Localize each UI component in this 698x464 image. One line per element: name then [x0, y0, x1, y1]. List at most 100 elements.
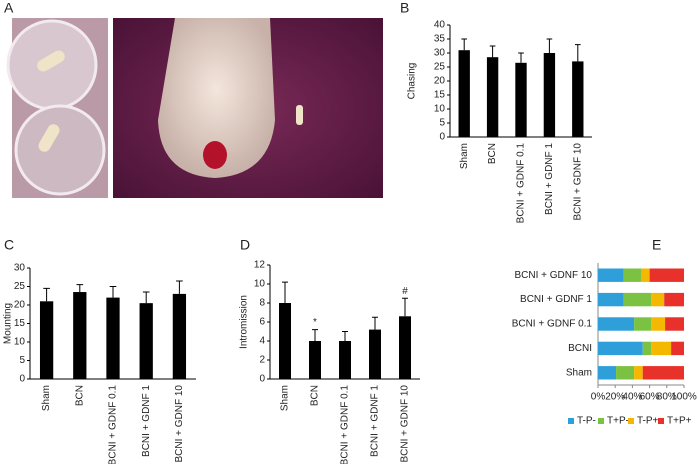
x-tick-label: BCNI + GDNF 0.1 — [340, 385, 351, 464]
bar-segment — [634, 317, 652, 331]
x-tick-label: 0% — [591, 392, 606, 403]
bar — [106, 297, 120, 379]
legend-swatch — [568, 418, 574, 424]
bar-segment — [616, 366, 635, 380]
x-tick-label: Sham — [280, 385, 291, 411]
x-tick-label: BCNI + GDNF 0.1 — [108, 385, 119, 464]
y-axis-title: Intromission — [239, 295, 250, 349]
bar-segment — [671, 341, 684, 356]
y-tick-label: BCNI + GDNF 1 — [520, 294, 592, 305]
panel-label: B — [400, 0, 409, 16]
bar-segment — [598, 341, 643, 356]
x-tick-label: BCNI + GDNF 0.1 — [516, 143, 527, 224]
bar — [486, 57, 499, 138]
error-bar — [372, 316, 378, 330]
error-bar — [176, 280, 183, 294]
error-bar — [43, 287, 50, 302]
bar-segment — [598, 268, 624, 282]
y-tick-label: 4 — [259, 336, 265, 347]
y-tick-label: 12 — [254, 260, 266, 271]
y-tick-label: 10 — [434, 104, 446, 115]
y-tick-label: 5 — [19, 355, 25, 366]
y-tick-label: 15 — [434, 90, 446, 101]
bar-segment — [634, 366, 643, 380]
y-tick-label: 20 — [14, 300, 26, 311]
bar — [279, 303, 291, 379]
bar-segment — [664, 292, 684, 307]
photo-rat — [113, 18, 383, 198]
x-tick-label: BCNI + GDNF 1 — [141, 385, 152, 457]
x-tick-label: BCNI + GDNF 10 — [174, 385, 185, 463]
panel-label: A — [4, 0, 14, 16]
y-tick-label: 40 — [434, 20, 446, 31]
x-tick-label: BCNI + GDNF 1 — [544, 143, 555, 215]
error-bar — [461, 38, 468, 51]
error-bar — [574, 44, 581, 62]
x-tick-label: BCN — [487, 143, 498, 164]
bar — [139, 303, 153, 379]
bar — [73, 292, 87, 379]
x-tick-label: BCNI + GDNF 1 — [370, 385, 381, 457]
y-tick-label: 25 — [434, 62, 446, 73]
bar-segment — [642, 341, 652, 356]
legend-label: T+P+ — [667, 416, 692, 427]
y-tick-label: 15 — [14, 318, 26, 329]
error-bar — [546, 38, 553, 53]
bar-segment — [651, 317, 666, 331]
bar-segment — [623, 292, 652, 307]
legend-swatch — [628, 418, 634, 424]
error-bar — [342, 331, 348, 341]
y-tick-label: 25 — [14, 281, 26, 292]
bar-segment — [598, 366, 617, 380]
bar — [399, 316, 411, 379]
bar-segment — [641, 268, 650, 282]
y-axis-title: Chasing — [407, 63, 418, 100]
error-bar — [109, 286, 117, 298]
y-tick-label: BCNI + GDNF 0.1 — [512, 319, 593, 330]
y-tick-label: 0 — [439, 132, 445, 143]
error-bar — [489, 45, 496, 58]
y-tick-label: 20 — [434, 76, 446, 87]
legend-label: T-P- — [577, 416, 596, 427]
bar-segment — [642, 366, 684, 380]
x-tick-label: Sham — [41, 385, 52, 411]
y-tick-label: 0 — [259, 374, 265, 385]
bar — [39, 301, 54, 379]
y-tick-label: 8 — [259, 298, 265, 309]
error-bar — [312, 329, 318, 341]
error-bar — [518, 52, 524, 63]
photo-dishes — [6, 18, 108, 198]
y-tick-label: 6 — [259, 317, 265, 328]
y-tick-label: 10 — [254, 279, 266, 290]
y-tick-label: BCNI — [568, 343, 592, 354]
legend-swatch — [598, 418, 604, 424]
error-bar — [76, 284, 84, 293]
bar-segment — [598, 317, 635, 331]
bar — [458, 50, 470, 138]
panel-label: E — [652, 237, 661, 253]
y-tick-label: 10 — [14, 337, 26, 348]
error-bar — [402, 297, 408, 317]
legend-swatch — [658, 418, 664, 424]
y-axis-title: Mounting — [3, 303, 14, 344]
bar-segment — [623, 268, 641, 282]
error-bar — [282, 281, 288, 303]
bar — [515, 62, 527, 137]
x-tick-label: 20% — [605, 392, 625, 403]
x-tick-label: Sham — [459, 143, 470, 169]
y-tick-label: BCNI + GDNF 10 — [514, 270, 592, 281]
x-tick-label: 100% — [671, 392, 697, 403]
bar-segment — [651, 292, 665, 307]
bar — [172, 293, 187, 379]
x-tick-label: 60% — [640, 392, 660, 403]
x-tick-label: 80% — [657, 392, 677, 403]
y-tick-label: 35 — [434, 34, 446, 45]
legend-label: T-P+ — [637, 416, 659, 427]
x-tick-label: BCNI + GDNF 10 — [400, 385, 411, 463]
bar-segment — [651, 341, 672, 356]
bar — [369, 329, 381, 379]
bar-segment — [598, 292, 624, 307]
bar — [543, 53, 556, 137]
y-tick-label: 30 — [14, 263, 26, 274]
